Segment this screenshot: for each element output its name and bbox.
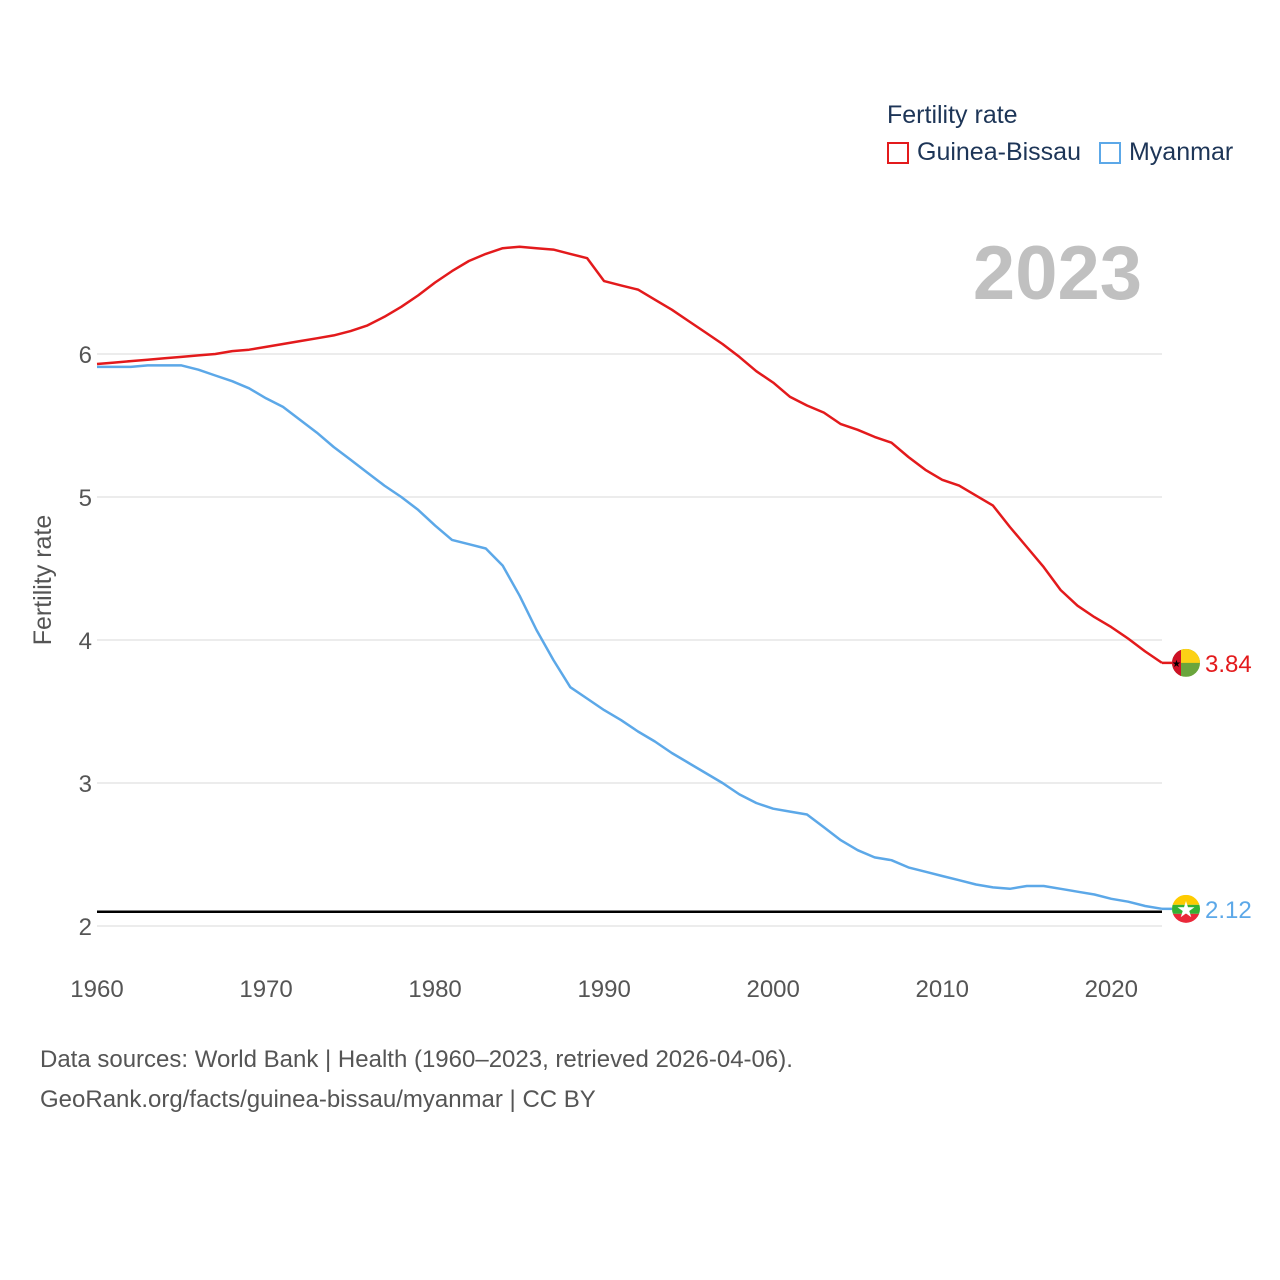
legend-swatch-myanmar	[1098, 141, 1121, 164]
x-tick-label: 2000	[746, 976, 799, 1003]
x-tick-label: 1960	[70, 976, 123, 1003]
series-lines	[96, 245, 1163, 911]
y-tick-label: 4	[79, 628, 92, 655]
y-tick-label: 6	[79, 342, 92, 369]
series-line-myanmar	[97, 364, 1163, 911]
x-axis: 1960 1970 1980 1990 2000 2010 2020	[70, 976, 1138, 1003]
legend-label-guinea-bissau: Guinea-Bissau	[917, 138, 1081, 166]
flag-red	[1172, 648, 1181, 677]
y-tick-label: 2	[79, 914, 92, 941]
flag-body: ★	[1172, 648, 1200, 677]
flag-green	[1172, 904, 1200, 914]
attribution-line: GeoRank.org/facts/guinea-bissau/myanmar …	[40, 1086, 596, 1113]
series-line-guinea-bissau	[96, 245, 1163, 664]
flag-yellow	[1181, 648, 1200, 663]
legend: Fertility rate Guinea-Bissau Myanmar	[887, 98, 1251, 167]
x-tick-label: 2010	[916, 976, 969, 1003]
myanmar-flag-icon: ★	[1172, 894, 1200, 923]
year-label: 2023	[972, 231, 1142, 316]
sources-footer: Data sources: World Bank | Health (1960–…	[40, 1040, 793, 1120]
flag-body: ★	[1172, 894, 1200, 923]
flag-yellow	[1172, 894, 1200, 905]
sources-line: Data sources: World Bank | Health (1960–…	[40, 1046, 793, 1073]
end-value-label: 3.84	[1205, 651, 1252, 678]
legend-items: Guinea-Bissau Myanmar	[887, 138, 1251, 167]
legend-swatch-guinea-bissau	[887, 141, 909, 164]
y-axis: 2 3 4 5 6	[79, 342, 92, 941]
end-value-label: 2.12	[1205, 897, 1252, 924]
end-markers: ★ 3.84 ★ 2.12	[1162, 648, 1252, 924]
legend-item-guinea-bissau[interactable]: Guinea-Bissau	[887, 138, 1081, 167]
legend-item-myanmar[interactable]: Myanmar	[1098, 138, 1234, 167]
flag-star: ★	[1172, 659, 1181, 670]
x-tick-label: 1970	[239, 976, 292, 1003]
guinea-bissau-flag-icon: ★	[1172, 648, 1200, 677]
y-tick-label: 3	[79, 771, 92, 798]
x-tick-label: 2020	[1085, 976, 1138, 1003]
gridlines	[97, 353, 1162, 927]
flag-red	[1172, 913, 1200, 923]
y-axis-label: Fertility rate	[29, 515, 57, 646]
legend-label-myanmar: Myanmar	[1128, 138, 1234, 166]
x-tick-label: 1990	[577, 976, 630, 1003]
legend-title: Fertility rate	[887, 101, 1018, 129]
flag-star: ★	[1176, 898, 1196, 923]
x-tick-label: 1980	[408, 976, 461, 1003]
y-tick-label: 5	[79, 485, 92, 512]
